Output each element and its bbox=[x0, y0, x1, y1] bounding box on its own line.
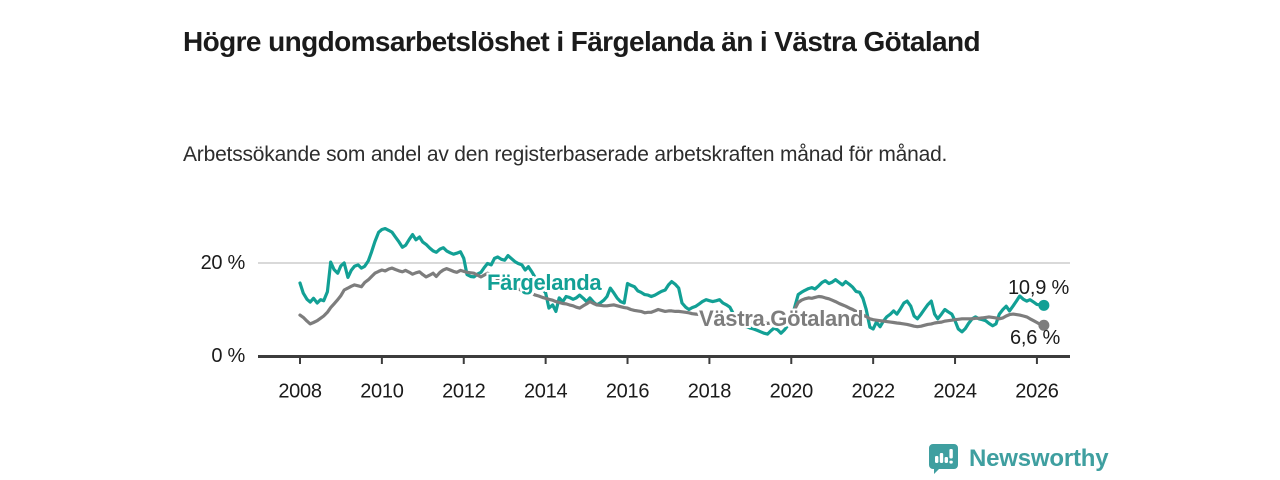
x-axis-label: 2010 bbox=[360, 381, 403, 403]
y-axis-label-0: 0 % bbox=[211, 345, 245, 367]
vastra-gotaland-line-label: Västra Götaland bbox=[699, 306, 864, 331]
fargelanda-end-value-label: 10,9 % bbox=[1008, 277, 1070, 299]
x-axis-label: 2026 bbox=[1015, 381, 1058, 403]
vastra-gotaland-end-value-label: 6,6 % bbox=[1010, 327, 1061, 349]
x-axis-label: 2016 bbox=[606, 381, 649, 403]
x-axis-label: 2018 bbox=[688, 381, 731, 403]
newsworthy-logo: Newsworthy bbox=[928, 443, 1109, 475]
page-subtitle: Arbetssökande som andel av den registerb… bbox=[183, 143, 948, 166]
page-title: Högre ungdomsarbetslöshet i Färgelanda ä… bbox=[183, 25, 981, 57]
series-line-fargelanda bbox=[298, 227, 1046, 336]
y-axis-label-20: 20 % bbox=[200, 252, 246, 274]
x-axis-label: 2022 bbox=[852, 381, 895, 403]
bar-chart-speech-bubble-icon bbox=[929, 444, 958, 474]
newsworthy-brand-text: Newsworthy bbox=[969, 445, 1109, 472]
x-axis-label: 2024 bbox=[933, 381, 976, 403]
series-line-vastra-gotaland bbox=[298, 266, 1046, 329]
fargelanda-line-label: Färgelanda bbox=[487, 270, 602, 295]
x-axis-label: 2014 bbox=[524, 381, 567, 403]
x-axis-label: 2012 bbox=[442, 381, 485, 403]
x-axis-label: 2008 bbox=[278, 381, 321, 403]
series-end-dot-vastra-gotaland bbox=[1038, 319, 1050, 331]
series-end-dot-fargelanda bbox=[1038, 299, 1050, 311]
x-axis-label: 2020 bbox=[770, 381, 813, 403]
